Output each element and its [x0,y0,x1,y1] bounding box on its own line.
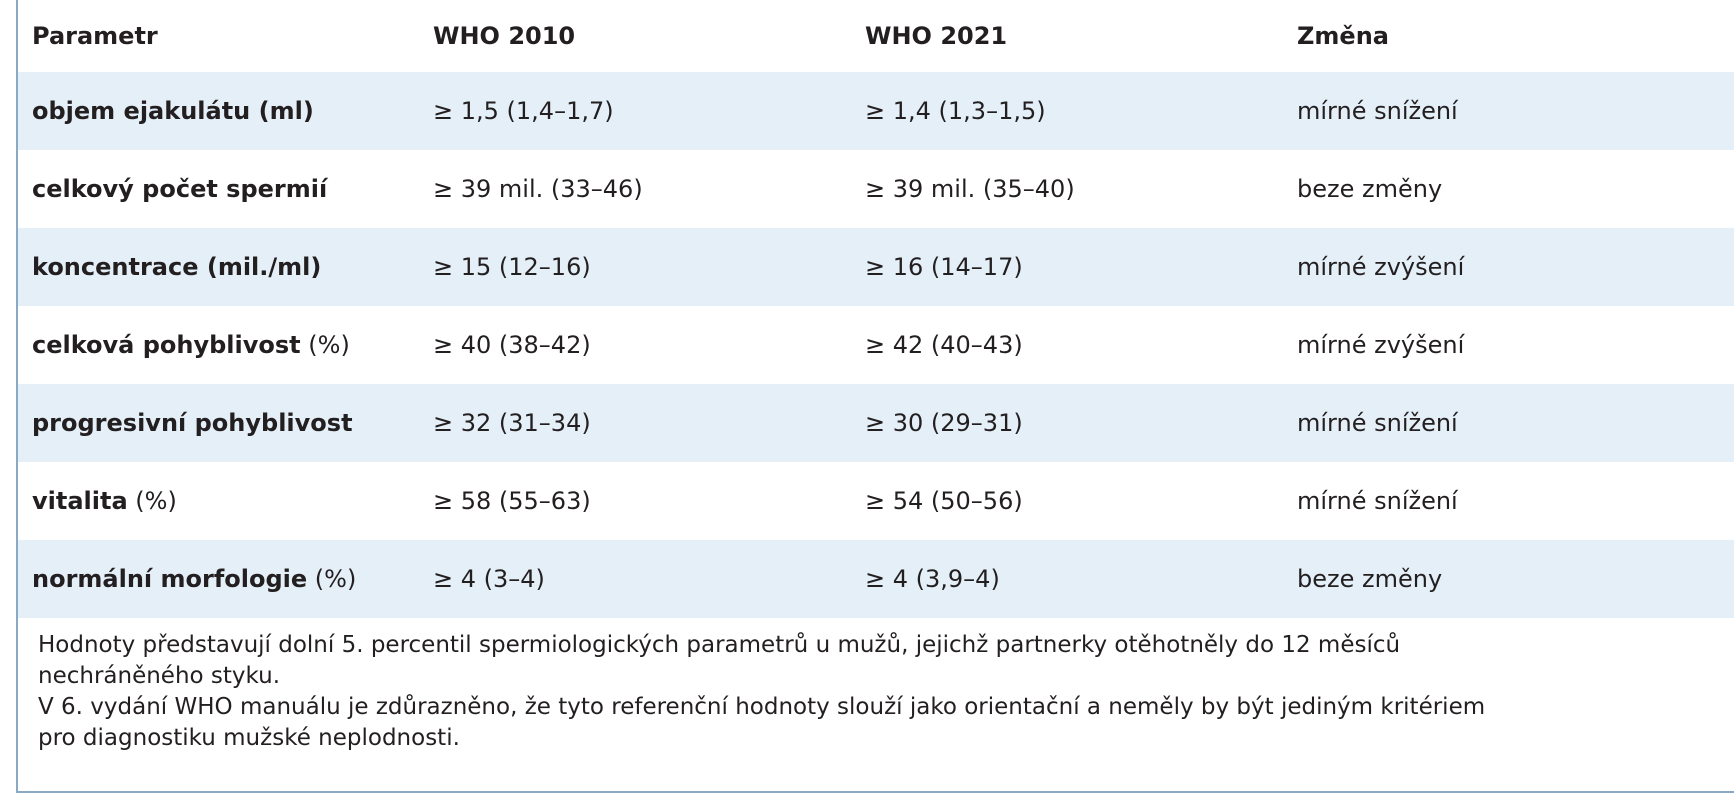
param-name: celkový počet spermií [32,175,328,203]
param-name: progresivní pohyblivost [32,409,353,437]
table-row: vitalita (%) ≥ 58 (55–63) ≥ 54 (50–56) m… [18,462,1734,540]
who2021-cell: ≥ 54 (50–56) [865,487,1023,515]
header-parametr: Parametr [18,0,433,72]
table-footnote: Hodnoty představují dolní 5. percentil s… [18,618,1734,754]
param-unit: (%) [307,565,357,593]
param-cell: progresivní pohyblivost [18,384,433,462]
who2010-cell: ≥ 1,5 (1,4–1,7) [433,97,614,125]
header-row: Parametr WHO 2010 WHO 2021 Změna [18,0,1734,72]
change-cell: mírné snížení [1297,487,1458,515]
who2010-cell: ≥ 58 (55–63) [433,487,591,515]
header-zmena: Změna [1297,0,1734,72]
change-cell: mírné snížení [1297,409,1458,437]
param-unit: (%) [300,331,350,359]
change-cell: mírné zvýšení [1297,331,1465,359]
footnote-line: V 6. vydání WHO manuálu je zdůrazněno, ž… [38,694,1486,720]
param-name: koncentrace (mil./ml) [32,253,322,281]
who2010-cell: ≥ 15 (12–16) [433,253,591,281]
table-row: celková pohyblivost (%) ≥ 40 (38–42) ≥ 4… [18,306,1734,384]
table-row: progresivní pohyblivost ≥ 32 (31–34) ≥ 3… [18,384,1734,462]
who2021-cell: ≥ 1,4 (1,3–1,5) [865,97,1046,125]
param-cell: koncentrace (mil./ml) [18,228,433,306]
param-cell: celkový počet spermií [18,150,433,228]
who2021-cell: ≥ 39 mil. (35–40) [865,175,1075,203]
change-cell: beze změny [1297,565,1443,593]
who2021-cell: ≥ 16 (14–17) [865,253,1023,281]
table-row: normální morfologie (%) ≥ 4 (3–4) ≥ 4 (3… [18,540,1734,618]
table-header: Parametr WHO 2010 WHO 2021 Změna [18,0,1734,72]
table-row: objem ejakulátu (ml) ≥ 1,5 (1,4–1,7) ≥ 1… [18,72,1734,150]
param-name: celková pohyblivost [32,331,301,359]
param-cell: celková pohyblivost (%) [18,306,433,384]
param-name: normální morfologie [32,565,308,593]
table-row: celkový počet spermií ≥ 39 mil. (33–46) … [18,150,1734,228]
who2010-cell: ≥ 32 (31–34) [433,409,591,437]
change-cell: mírné snížení [1297,97,1458,125]
who2021-cell: ≥ 30 (29–31) [865,409,1023,437]
param-unit: (%) [127,487,177,515]
who2021-cell: ≥ 42 (40–43) [865,331,1023,359]
param-name: vitalita [32,487,128,515]
table-row: koncentrace (mil./ml) ≥ 15 (12–16) ≥ 16 … [18,228,1734,306]
who2021-cell: ≥ 4 (3,9–4) [865,565,1000,593]
footnote-line: pro diagnostiku mužské neplodnosti. [38,725,460,751]
who-reference-table: Parametr WHO 2010 WHO 2021 Změna objem e… [18,0,1734,618]
header-who-2010: WHO 2010 [433,0,865,72]
table-body: objem ejakulátu (ml) ≥ 1,5 (1,4–1,7) ≥ 1… [18,72,1734,618]
param-cell: vitalita (%) [18,462,433,540]
param-cell: normální morfologie (%) [18,540,433,618]
who2010-cell: ≥ 40 (38–42) [433,331,591,359]
param-name: objem ejakulátu (ml) [32,97,314,125]
change-cell: beze změny [1297,175,1443,203]
table-frame: Parametr WHO 2010 WHO 2021 Změna objem e… [16,0,1734,793]
footnote-line: nechráněného styku. [38,663,281,689]
who2010-cell: ≥ 4 (3–4) [433,565,545,593]
who2010-cell: ≥ 39 mil. (33–46) [433,175,643,203]
header-who-2021: WHO 2021 [865,0,1297,72]
footnote-line: Hodnoty představují dolní 5. percentil s… [38,632,1401,658]
change-cell: mírné zvýšení [1297,253,1465,281]
param-cell: objem ejakulátu (ml) [18,72,433,150]
